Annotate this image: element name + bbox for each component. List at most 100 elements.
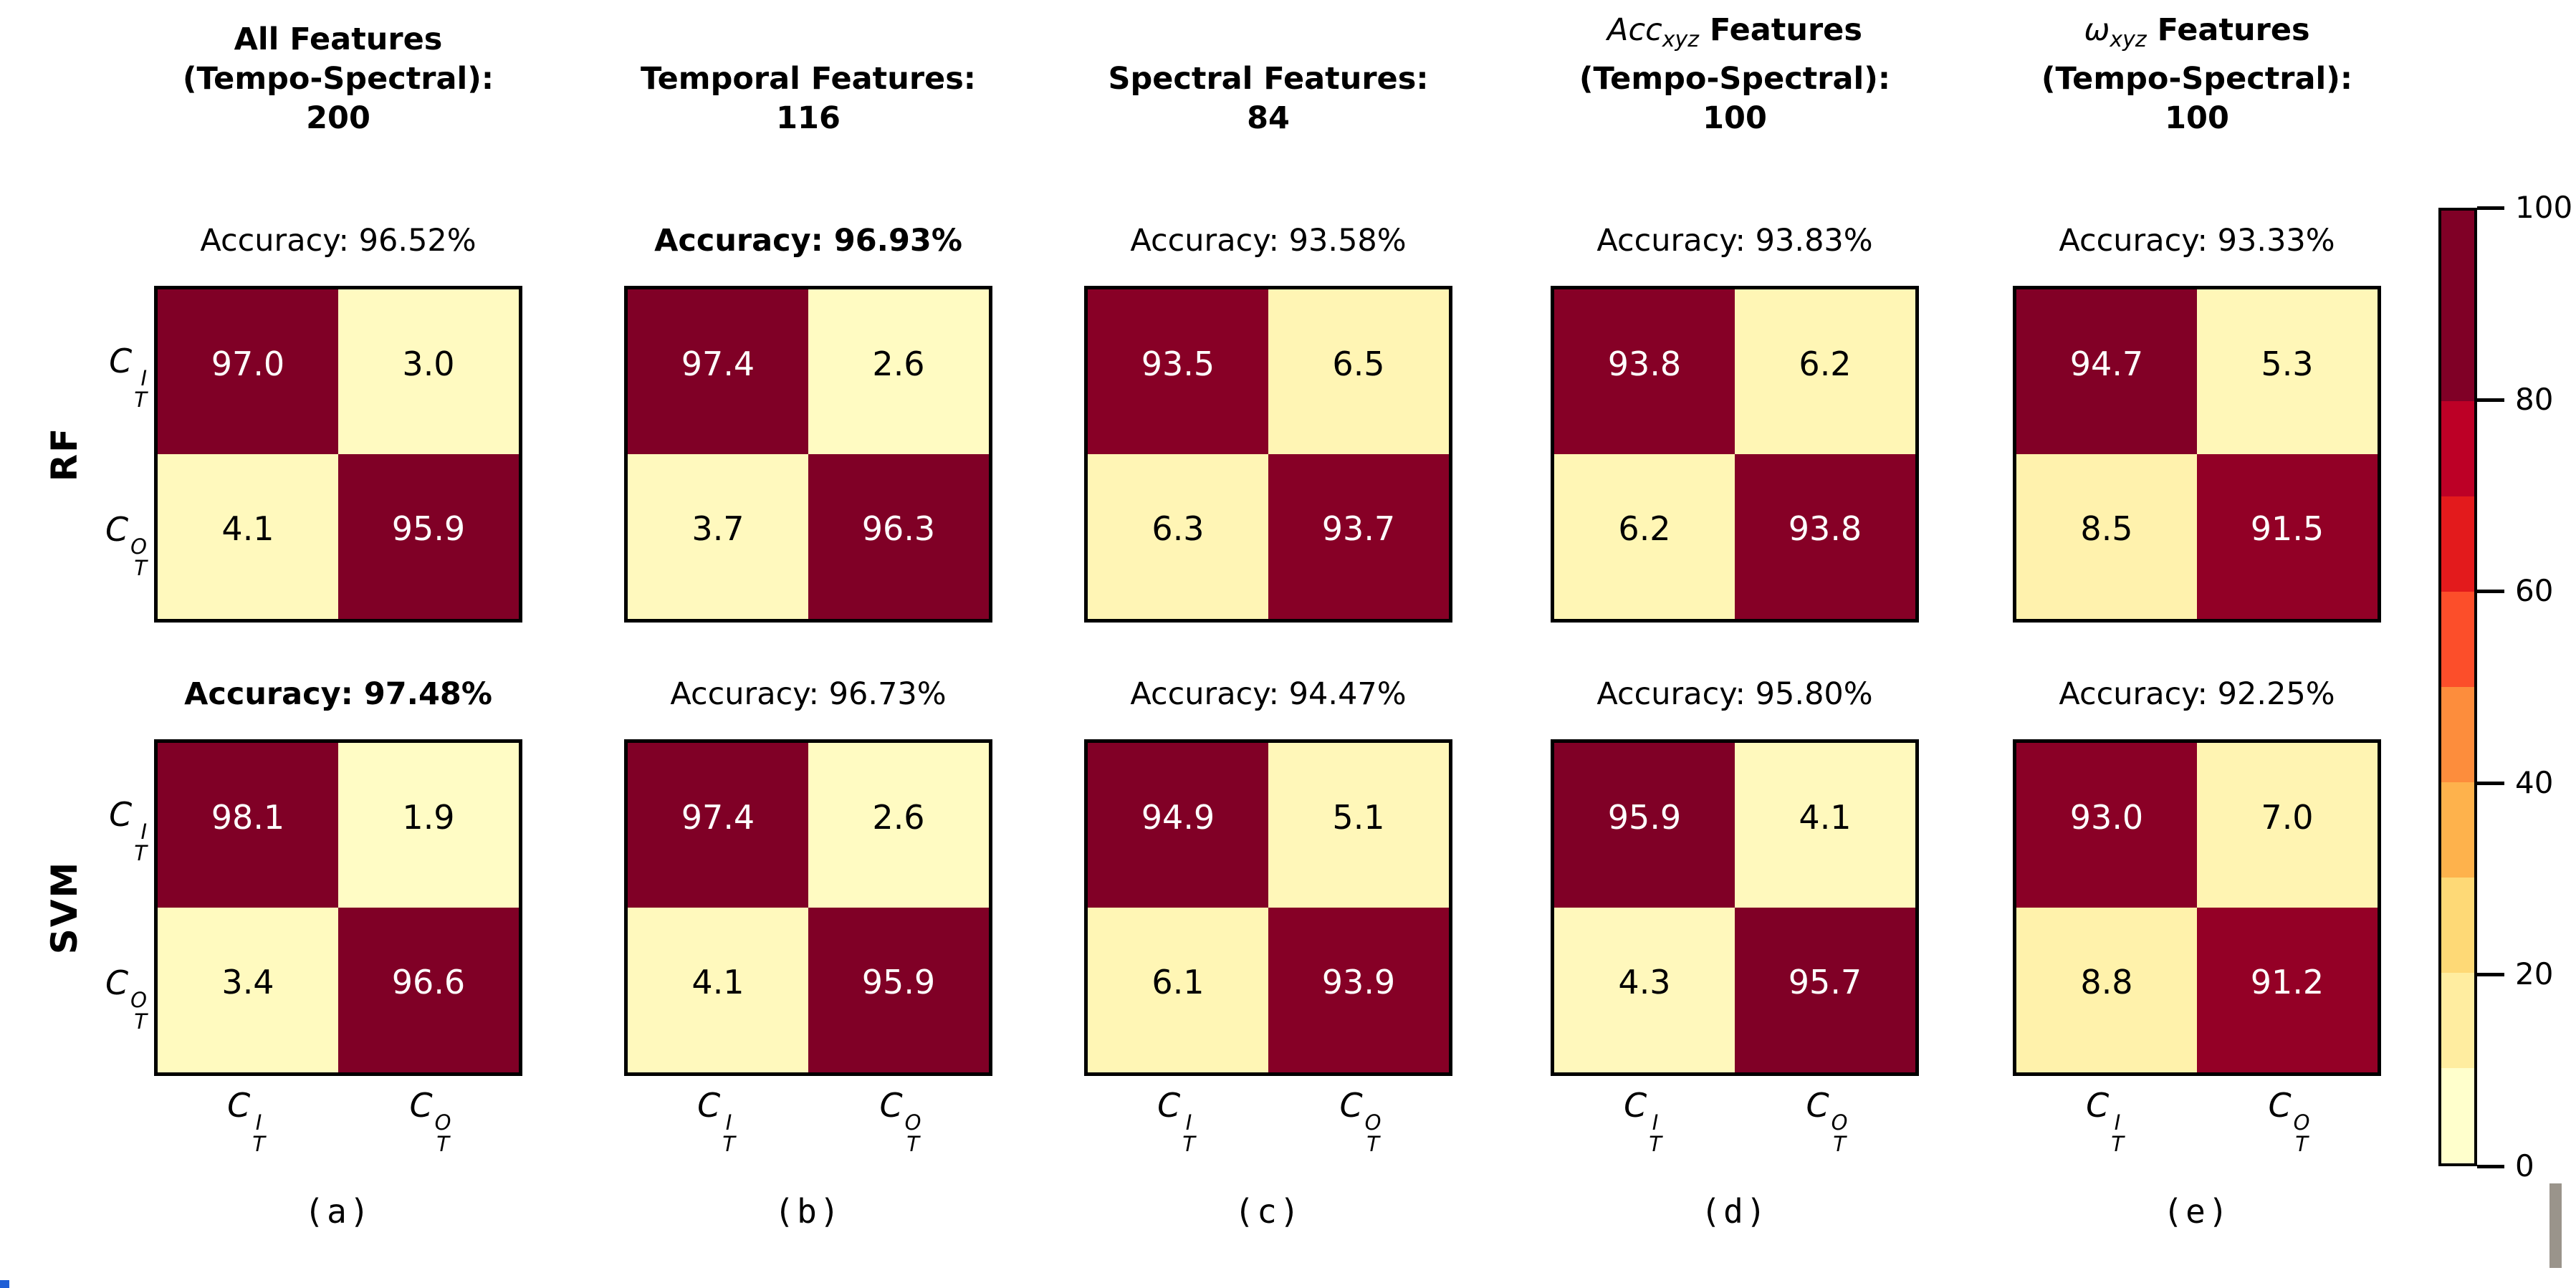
cell-value: 6.1 bbox=[1151, 962, 1205, 1001]
matrix-cell: 97.0 bbox=[158, 289, 338, 454]
confusion-matrix-rf: 93.5 6.5 6.3 93.7 bbox=[1084, 286, 1452, 623]
panel-title: Spectral Features: 84 bbox=[1084, 18, 1452, 138]
colorbar-segment bbox=[2441, 1068, 2474, 1163]
cell-value: 95.9 bbox=[861, 962, 936, 1001]
cell-value: 3.4 bbox=[221, 962, 274, 1001]
matrix-cell: 91.5 bbox=[2197, 454, 2378, 619]
cell-value: 4.1 bbox=[1799, 797, 1852, 837]
panel-title-line: 100 bbox=[2165, 100, 2229, 136]
accuracy-label-svm: Accuracy: 95.80% bbox=[1596, 676, 1873, 712]
cell-value: 2.6 bbox=[872, 797, 925, 837]
confusion-matrix-svm: 97.4 2.6 4.1 95.9 bbox=[624, 739, 992, 1076]
matrix-cell: 94.9 bbox=[1088, 743, 1268, 908]
cell-value: 4.3 bbox=[1618, 962, 1671, 1001]
panel-caption: (a) bbox=[304, 1192, 373, 1231]
matrix-cell: 98.1 bbox=[158, 743, 338, 908]
matrix-cell: 2.6 bbox=[808, 289, 989, 454]
panel-title-line: Accxyz Features bbox=[1607, 12, 1862, 52]
accuracy-label-rf: Accuracy: 96.52% bbox=[200, 223, 477, 259]
colorbar-segment bbox=[2441, 687, 2474, 782]
confusion-matrix-svm: 94.9 5.1 6.1 93.9 bbox=[1084, 739, 1452, 1076]
matrix-cell: 93.5 bbox=[1088, 289, 1268, 454]
colorbar-segment bbox=[2441, 496, 2474, 592]
matrix-cell: 93.8 bbox=[1554, 289, 1735, 454]
cell-value: 3.0 bbox=[402, 344, 455, 383]
confusion-matrix-svm: 95.9 4.1 4.3 95.7 bbox=[1551, 739, 1919, 1076]
matrix-cell: 93.7 bbox=[1268, 454, 1449, 619]
matrix-cell: 96.3 bbox=[808, 454, 989, 619]
cell-value: 97.4 bbox=[681, 797, 755, 837]
cell-value: 4.1 bbox=[221, 509, 274, 548]
panel-caption: (c) bbox=[1234, 1192, 1303, 1231]
matrix-cell: 7.0 bbox=[2197, 743, 2378, 908]
matrix-cell: 95.9 bbox=[1554, 743, 1735, 908]
panel-title: Temporal Features: 116 bbox=[624, 18, 992, 138]
panel-caption: (d) bbox=[1700, 1192, 1769, 1231]
matrix-cell: 3.7 bbox=[628, 454, 808, 619]
colorbar-segment bbox=[2441, 878, 2474, 973]
cell-value: 96.3 bbox=[861, 509, 936, 548]
cell-value: 93.8 bbox=[1788, 509, 1862, 548]
accuracy-label-svm: Accuracy: 94.47% bbox=[1130, 676, 1407, 712]
scrollbar-artifact bbox=[2549, 1183, 2562, 1268]
matrix-cell: 6.2 bbox=[1735, 289, 1915, 454]
panel-title-line: (Tempo-Spectral): bbox=[1579, 61, 1891, 97]
panel-title-line: ωxyz Features bbox=[2084, 12, 2310, 52]
cell-value: 93.5 bbox=[1141, 344, 1215, 383]
matrix-cell: 94.7 bbox=[2016, 289, 2197, 454]
cell-value: 97.0 bbox=[211, 344, 285, 383]
accuracy-label-svm: Accuracy: 92.25% bbox=[2059, 676, 2335, 712]
cell-value: 6.3 bbox=[1151, 509, 1205, 548]
cell-value: 1.9 bbox=[402, 797, 455, 837]
panel-caption: (b) bbox=[774, 1192, 843, 1231]
confusion-matrix-svm: 98.1 1.9 3.4 96.6 bbox=[154, 739, 522, 1076]
matrix-cell: 97.4 bbox=[628, 743, 808, 908]
confusion-matrix-rf: 93.8 6.2 6.2 93.8 bbox=[1551, 286, 1919, 623]
matrix-cell: 5.1 bbox=[1268, 743, 1449, 908]
matrix-cell: 6.2 bbox=[1554, 454, 1735, 619]
panel-title-line: All Features bbox=[234, 21, 443, 57]
confusion-matrix-svm: 93.0 7.0 8.8 91.2 bbox=[2013, 739, 2381, 1076]
cell-value: 93.9 bbox=[1321, 962, 1396, 1001]
matrix-cell: 95.9 bbox=[338, 454, 519, 619]
matrix-cell: 2.6 bbox=[808, 743, 989, 908]
panel-title-line: Spectral Features: bbox=[1108, 61, 1429, 97]
panel-title-line: (Tempo-Spectral): bbox=[2041, 61, 2353, 97]
matrix-cell: 93.8 bbox=[1735, 454, 1915, 619]
panel-title-line: (Tempo-Spectral): bbox=[182, 61, 494, 97]
colorbar-segment bbox=[2441, 592, 2474, 687]
cell-value: 3.7 bbox=[691, 509, 744, 548]
cell-value: 94.7 bbox=[2069, 344, 2144, 383]
matrix-cell: 95.9 bbox=[808, 908, 989, 1072]
accuracy-label-svm: Accuracy: 96.73% bbox=[670, 676, 947, 712]
confusion-matrix-rf: 97.0 3.0 4.1 95.9 bbox=[154, 286, 522, 623]
matrix-cell: 1.9 bbox=[338, 743, 519, 908]
cell-value: 7.0 bbox=[2261, 797, 2314, 837]
matrix-cell: 8.5 bbox=[2016, 454, 2197, 619]
matrix-cell: 93.0 bbox=[2016, 743, 2197, 908]
matrix-cell: 6.5 bbox=[1268, 289, 1449, 454]
colorbar-segment bbox=[2441, 401, 2474, 496]
cell-value: 2.6 bbox=[872, 344, 925, 383]
cell-value: 91.5 bbox=[2250, 509, 2324, 548]
cell-value: 6.2 bbox=[1799, 344, 1852, 383]
